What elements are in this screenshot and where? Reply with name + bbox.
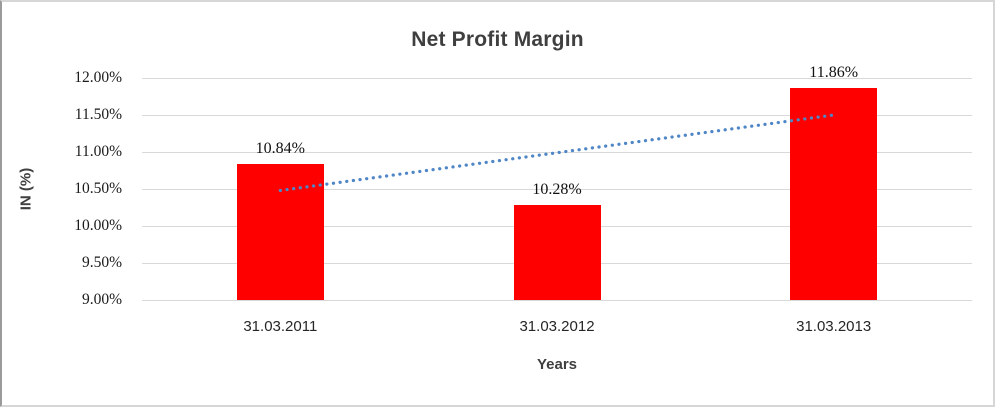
x-tick-label: 31.03.2011	[243, 318, 318, 335]
y-tick-label: 9.50%	[81, 254, 122, 271]
x-axis-tick-labels: 31.03.2011 31.03.2012 31.03.2013	[142, 318, 972, 340]
plot-area: 10.84% 10.28% 11.86%	[142, 64, 972, 301]
gridline	[142, 152, 972, 153]
y-tick-label: 10.00%	[74, 217, 122, 234]
gridline	[142, 300, 972, 301]
x-tick-label: 31.03.2013	[796, 318, 872, 335]
y-tick-label: 11.00%	[74, 143, 122, 160]
gridline	[142, 78, 972, 79]
x-tick-label: 31.03.2012	[519, 318, 595, 335]
y-tick-label: 11.50%	[74, 106, 122, 123]
trendline	[278, 113, 836, 193]
x-axis-title: Years	[536, 356, 578, 373]
data-label: 10.84%	[255, 139, 305, 157]
y-tick-label: 9.00%	[81, 291, 122, 308]
bar-31.03.2011	[236, 163, 324, 300]
bar-31.03.2012	[513, 205, 601, 300]
data-label: 11.86%	[809, 64, 859, 82]
y-axis-tick-labels: 9.00% 9.50% 10.00% 10.50% 11.00% 11.50% 12.00%	[2, 69, 132, 308]
gridline	[142, 189, 972, 190]
data-label: 10.28%	[532, 181, 582, 199]
y-tick-label: 12.00%	[74, 69, 122, 86]
y-tick-label: 10.50%	[74, 180, 122, 197]
gridline	[142, 115, 972, 116]
chart-title: Net Profit Margin	[411, 28, 584, 51]
bar-31.03.2013	[790, 88, 878, 300]
